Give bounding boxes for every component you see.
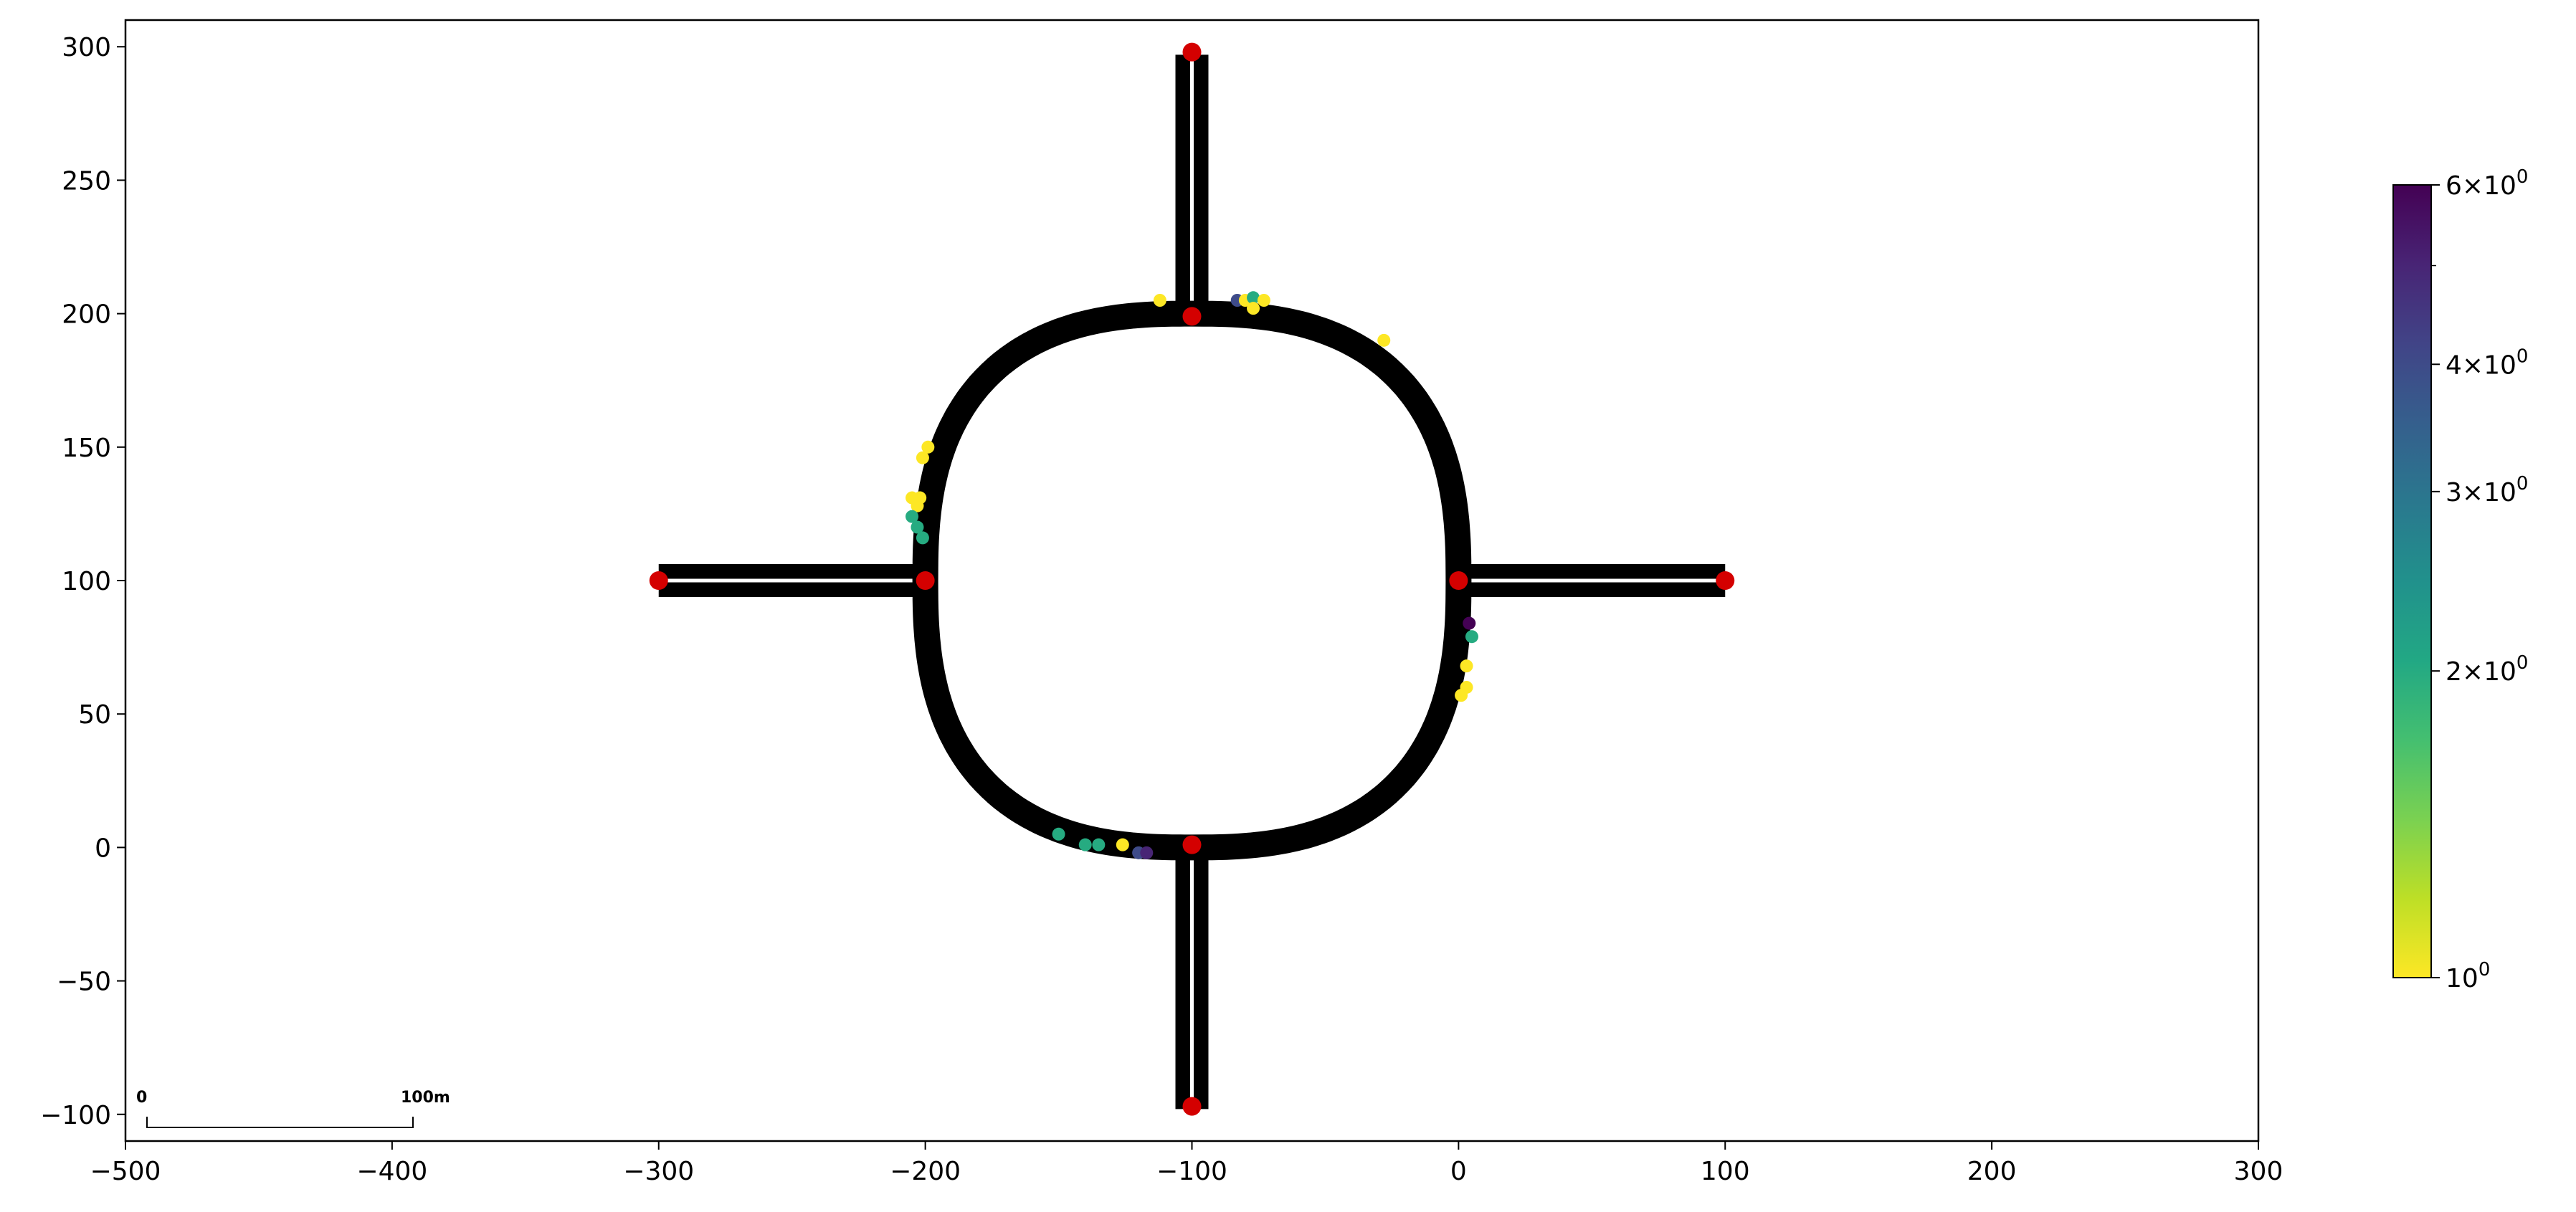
node-marker-5 <box>1182 307 1202 326</box>
colorbar-tick-label-3: 4×100 <box>2446 345 2528 380</box>
data-point-0 <box>1153 294 1166 307</box>
road-network <box>658 54 1726 1110</box>
colorbar-fill <box>2393 185 2431 978</box>
data-point-19 <box>1455 689 1468 702</box>
data-point-6 <box>1377 333 1391 347</box>
y-tick-label-1: −50 <box>57 968 111 997</box>
scalebar-start-label: 0 <box>136 1089 147 1107</box>
data-point-4 <box>1257 294 1270 307</box>
data-point-14 <box>916 531 929 545</box>
y-tick-label-3: 50 <box>78 700 111 730</box>
y-tick-label-0: −100 <box>40 1101 111 1130</box>
plot-area <box>649 42 1735 1116</box>
scalebar-line <box>146 1117 414 1128</box>
node-marker-3 <box>1716 571 1735 590</box>
y-tick-label-7: 250 <box>62 166 111 196</box>
node-marker-6 <box>1182 835 1202 854</box>
colorbar-tick-label-2: 3×100 <box>2446 473 2528 507</box>
data-points <box>906 291 1478 859</box>
data-point-12 <box>906 510 919 523</box>
node-markers <box>649 42 1735 1116</box>
node-marker-2 <box>1449 571 1468 590</box>
node-marker-4 <box>1182 42 1202 62</box>
x-tick-label-5: 0 <box>1450 1157 1467 1186</box>
data-point-3 <box>1247 291 1260 305</box>
y-tick-label-6: 200 <box>62 300 111 330</box>
data-point-13 <box>911 520 924 534</box>
x-tick-label-6: 100 <box>1701 1157 1750 1186</box>
y-tick-label-4: 100 <box>62 567 111 596</box>
data-point-17 <box>1460 659 1473 673</box>
data-point-7 <box>921 440 935 454</box>
x-tick-label-3: −200 <box>890 1157 961 1186</box>
x-tick-label-1: −400 <box>356 1157 427 1186</box>
data-point-15 <box>1463 616 1476 630</box>
data-point-22 <box>1092 838 1106 851</box>
y-tick-label-2: 0 <box>95 834 111 863</box>
roundabout-ring <box>912 300 1472 861</box>
colorbar-frame <box>2392 184 2432 978</box>
y-tick-label-8: 300 <box>62 33 111 62</box>
x-tick-label-4: −100 <box>1156 1157 1227 1186</box>
x-axis: −500 −400 −300 −200 −100 0 100 200 300 <box>90 1141 2283 1186</box>
colorbar-tick-label-4: 6×100 <box>2446 166 2528 201</box>
data-point-8 <box>916 451 929 464</box>
x-tick-label-2: −300 <box>623 1157 694 1186</box>
node-marker-0 <box>649 571 668 590</box>
node-marker-1 <box>916 571 935 590</box>
data-point-20 <box>1052 827 1065 841</box>
x-tick-label-8: 300 <box>2234 1157 2283 1186</box>
data-point-25 <box>1140 846 1154 859</box>
x-tick-label-0: −500 <box>90 1157 161 1186</box>
scalebar-end-label: 100m <box>401 1089 450 1107</box>
data-point-5 <box>1247 302 1260 315</box>
data-point-16 <box>1465 630 1478 644</box>
data-point-21 <box>1078 838 1092 851</box>
x-tick-label-7: 200 <box>1967 1157 2017 1186</box>
colorbar: 100 2×100 3×100 4×100 6×100 <box>2392 166 2528 993</box>
node-marker-7 <box>1182 1097 1202 1116</box>
y-tick-label-5: 150 <box>62 434 111 463</box>
y-axis: −100 −50 0 50 100 150 200 250 300 <box>40 33 125 1130</box>
colorbar-tick-label-1: 2×100 <box>2446 652 2528 687</box>
colorbar-ticks: 100 2×100 3×100 4×100 6×100 <box>2431 166 2528 993</box>
scalebar: 0 100m <box>136 1089 450 1128</box>
colorbar-tick-label-0: 100 <box>2446 959 2490 993</box>
data-point-11 <box>911 499 924 512</box>
data-point-23 <box>1116 838 1129 851</box>
